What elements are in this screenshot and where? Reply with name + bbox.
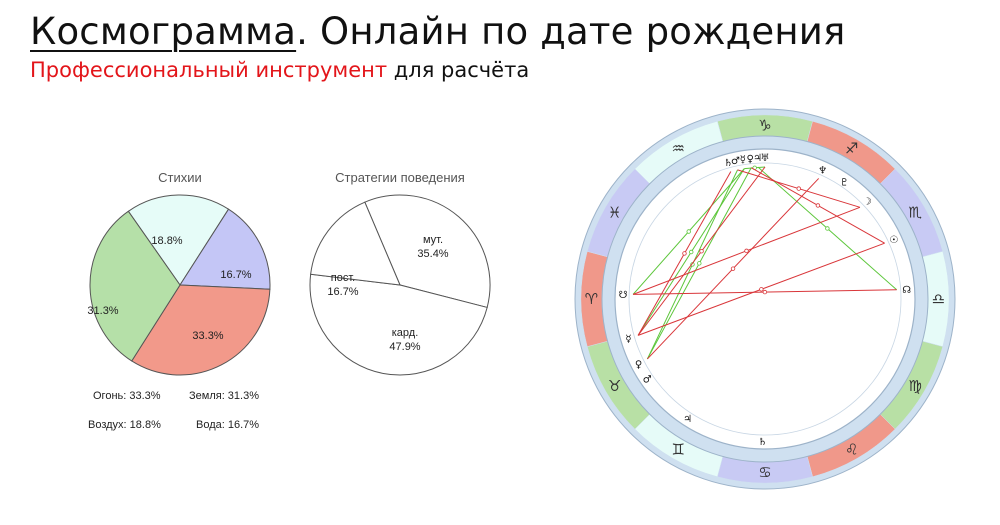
page-header: Космограмма. Онлайн по дате рождения Про…: [30, 8, 846, 82]
pie2-fixed-value: 16.7%: [327, 286, 359, 298]
elements-legend-air: Воздух: 18.8%: [88, 419, 161, 431]
mercury-icon: ☿: [625, 334, 631, 345]
strategy-pie-title: Стратегии поведения: [335, 170, 465, 185]
pie1-slice-label: 16.7%: [220, 269, 252, 281]
pie1-slice-label: 18.8%: [151, 235, 183, 247]
gemini-icon: ♊: [672, 440, 685, 458]
uranus-icon: ♅: [761, 153, 770, 164]
title-rest: . Онлайн по дате рождения: [296, 10, 846, 53]
pie2-mut-value: 35.4%: [417, 248, 449, 260]
pie1-slice-label: 33.3%: [192, 330, 224, 342]
saturn-icon: ♄: [758, 437, 767, 448]
neptune-icon: ♆: [818, 165, 827, 176]
title-keyword: Космограмма: [30, 10, 297, 53]
aspect-marker: [815, 203, 821, 208]
pie2-slice-label: кард. 47.9%: [389, 326, 420, 354]
strategy-pie-panel: Стратегии поведения мут. 35.4% кард. 47.9%…: [305, 165, 500, 395]
jupiter-icon: ♃: [683, 414, 692, 425]
sun-icon: ☉: [889, 235, 898, 246]
aspect-marker: [762, 289, 768, 295]
subtitle-highlight: Профессиональный инструмент: [30, 58, 388, 82]
elements-pie-title: Стихии: [158, 170, 202, 185]
aspect-marker: [682, 251, 687, 256]
pie2-mut-label: мут.: [422, 234, 444, 246]
venus-icon: ♀: [635, 359, 642, 370]
aspect-marker: [686, 229, 691, 234]
strategy-pie-chart: [309, 194, 491, 376]
elements-legend-fire: Огонь: 33.3%: [93, 390, 161, 402]
pie2-fixed-label: пост.: [330, 272, 356, 284]
page-title: Космограмма. Онлайн по дате рождения: [30, 8, 846, 56]
virgo-icon: ♍: [909, 377, 922, 395]
strategy-slice: [364, 194, 491, 309]
pie2-card-value: 47.9%: [389, 341, 421, 353]
elements-slice: [89, 210, 181, 362]
sagittarius-icon: ♐: [845, 140, 858, 158]
capricorn-icon: ♑: [758, 117, 771, 135]
taurus-icon: ♉: [608, 377, 621, 395]
elements-legend-earth: Земля: 31.3%: [189, 390, 260, 402]
aspect-marker: [689, 249, 694, 255]
elements-pie-panel: Стихии 18.8% 16.7% 33.3% 31.3% Огонь: 33…: [85, 165, 285, 445]
aspect-marker: [759, 287, 764, 292]
pie2-card-label: кард.: [391, 327, 419, 339]
aquarius-icon: ♒: [672, 140, 685, 158]
pisces-icon: ♓: [608, 203, 621, 221]
node-icon: ☊: [902, 285, 911, 296]
aspect-marker: [796, 186, 801, 191]
saturn-icon: ♄: [724, 158, 733, 169]
mars-icon: ♂: [643, 374, 652, 385]
aspect-marker: [697, 261, 702, 266]
leo-icon: ♌: [845, 440, 858, 458]
aspect-marker: [744, 248, 749, 254]
elements-legend-water: Вода: 16.7%: [196, 419, 260, 431]
mars-icon: ♂: [731, 156, 740, 167]
pie2-slice-label: мут. 35.4%: [417, 233, 448, 261]
pie2-slice-label: пост. 16.7%: [327, 271, 358, 299]
scorpio-icon: ♏: [909, 203, 923, 221]
aspect-marker: [699, 248, 704, 254]
elements-slice: [127, 194, 230, 286]
page-subtitle: Профессиональный инструмент для расчёта: [30, 58, 846, 82]
cancer-icon: ♋: [758, 464, 771, 482]
jupiter-icon: ♃: [753, 153, 762, 164]
elements-slice: [179, 208, 271, 290]
moon-icon: ☽: [863, 196, 872, 207]
libra-icon: ♎: [932, 290, 945, 308]
aries-icon: ♈: [585, 290, 598, 308]
subtitle-rest: для расчёта: [387, 58, 530, 82]
pluto-icon: ♇: [840, 177, 849, 188]
south-node-icon: ☋: [619, 290, 628, 301]
aspect-marker: [825, 226, 830, 231]
aspect-marker: [730, 266, 736, 271]
mercury-icon: ☿: [740, 155, 746, 166]
pie1-slice-label: 31.3%: [87, 305, 119, 317]
venus-icon: ♀: [746, 154, 753, 165]
strategy-slice: [310, 201, 401, 286]
elements-pie-chart: [89, 194, 271, 376]
natal-chart-wheel: ♑♐♏♎♍♌♋♊♉♈♓♒☿ ♀♂ ♃♄ ♅♆♇☽☉☊☋☿♀♂♃♄: [574, 108, 956, 490]
strategy-slice: [309, 273, 488, 376]
